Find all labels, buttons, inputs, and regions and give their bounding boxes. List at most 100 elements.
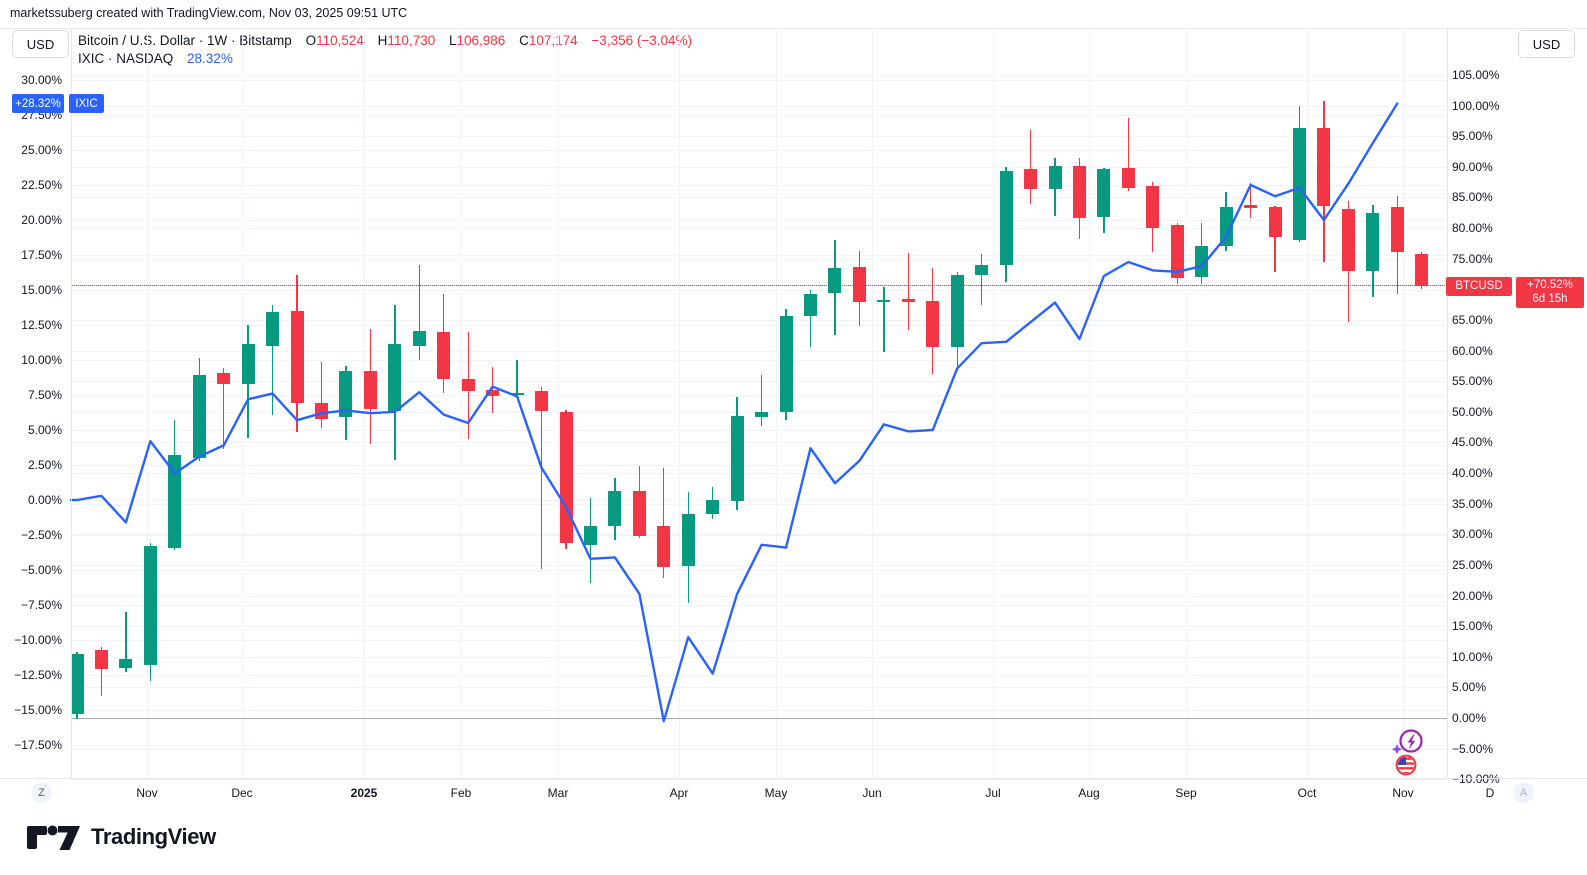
left-axis-tick: 22.50% bbox=[21, 178, 62, 192]
candle bbox=[192, 375, 206, 459]
gridline-h bbox=[71, 258, 1447, 260]
candle bbox=[1195, 246, 1209, 278]
candle bbox=[1390, 206, 1404, 252]
gridline-v bbox=[461, 29, 462, 778]
us-flag-icon bbox=[1397, 757, 1415, 774]
current-price-line bbox=[71, 285, 1447, 287]
candle bbox=[583, 525, 597, 545]
right-axis-tick: 50.00% bbox=[1452, 404, 1493, 419]
gridline-h bbox=[71, 150, 1447, 151]
candle bbox=[1146, 185, 1160, 229]
right-axis-tick: 45.00% bbox=[1452, 435, 1493, 450]
tradingview-logo[interactable]: TradingView bbox=[24, 822, 216, 852]
candle bbox=[828, 267, 842, 293]
candle bbox=[339, 371, 353, 417]
gridline-h bbox=[71, 255, 1447, 256]
gridline-h bbox=[71, 687, 1447, 689]
candle-wick bbox=[883, 286, 885, 352]
candle-wick bbox=[907, 253, 909, 330]
gridline-h bbox=[71, 500, 1447, 501]
candle bbox=[657, 526, 671, 568]
right-axis-tick: 105.00% bbox=[1452, 67, 1500, 82]
lightning-bolt-icon bbox=[1407, 734, 1416, 750]
gridline-v bbox=[776, 29, 777, 778]
candle bbox=[706, 499, 720, 515]
right-price-scale[interactable]: 105.00% 100.00% 95.00% 90.00% 85.00% 80.00% 75… bbox=[1447, 28, 1587, 786]
candle bbox=[975, 265, 989, 275]
candle bbox=[779, 315, 793, 412]
candle bbox=[1317, 127, 1331, 207]
candle bbox=[461, 379, 475, 391]
candle bbox=[143, 545, 157, 665]
time-scale[interactable]: Nov Dec 2025 Feb Mar Apr May Jun Jul Aug Sep Oct Nov… bbox=[0, 778, 1587, 814]
us-flag-sticker[interactable] bbox=[1394, 753, 1418, 777]
gridline-h bbox=[71, 473, 1447, 475]
time-axis-label: 2025 bbox=[350, 786, 378, 800]
ohlc-close: C107,174 bbox=[519, 33, 578, 48]
gridline-v bbox=[679, 29, 680, 778]
gridline-h bbox=[71, 710, 1447, 711]
left-axis-tick: −2.50% bbox=[20, 528, 62, 542]
btcusd-badge-value: +70.52% bbox=[1527, 279, 1573, 292]
right-currency-button[interactable]: USD bbox=[1518, 30, 1575, 58]
candle bbox=[437, 331, 451, 379]
btcusd-value-badge: +70.52% 6d 15h bbox=[1516, 276, 1584, 308]
left-axis-tick: −7.50% bbox=[20, 598, 62, 612]
candle-wick bbox=[760, 375, 763, 426]
gridline-h bbox=[71, 640, 1447, 641]
gridline-v bbox=[147, 29, 148, 778]
left-axis-tick: 25.00% bbox=[21, 143, 62, 157]
gridline-h bbox=[71, 350, 1447, 352]
gridline-h bbox=[71, 197, 1447, 199]
candle bbox=[1366, 213, 1380, 271]
candle bbox=[70, 654, 84, 715]
gridline-h bbox=[71, 564, 1447, 566]
left-axis-tick: −12.50% bbox=[14, 668, 62, 682]
candle-wick bbox=[1029, 130, 1032, 204]
time-axis-label: Nov bbox=[136, 786, 158, 800]
candle bbox=[1268, 207, 1282, 238]
zero-line bbox=[71, 718, 1447, 719]
gridline-v bbox=[1307, 29, 1308, 778]
gridline-h bbox=[71, 503, 1447, 505]
right-axis-tick: 65.00% bbox=[1452, 312, 1493, 327]
time-axis-label: Aug bbox=[1078, 786, 1100, 800]
legend-compare-row[interactable]: IXIC · NASDAQ 28.32% bbox=[78, 51, 233, 66]
candle bbox=[608, 491, 622, 526]
time-axis-label: Jul bbox=[985, 786, 1001, 800]
gridline-h bbox=[71, 675, 1447, 676]
candle bbox=[559, 411, 573, 543]
symbol-title: Bitcoin / U.S. Dollar · 1W · Bitstamp bbox=[78, 33, 292, 48]
change-value: −3,356 (−3.04%) bbox=[591, 33, 692, 48]
timezone-button[interactable]: Z bbox=[31, 782, 52, 803]
gridline-v bbox=[872, 29, 873, 778]
candle-wick bbox=[980, 253, 983, 306]
time-axis-label: D bbox=[1485, 786, 1495, 800]
candle bbox=[755, 411, 769, 417]
left-currency-button[interactable]: USD bbox=[12, 30, 69, 58]
candle bbox=[266, 311, 280, 347]
candle bbox=[168, 454, 182, 549]
left-axis-tick: 30.00% bbox=[21, 73, 62, 87]
candle bbox=[241, 344, 255, 385]
legend-main-row[interactable]: Bitcoin / U.S. Dollar · 1W · Bitstamp O1… bbox=[78, 33, 692, 48]
right-axis-tick: 85.00% bbox=[1452, 190, 1493, 205]
lightning-sticker[interactable] bbox=[1385, 727, 1427, 757]
auto-scale-button[interactable]: A bbox=[1513, 782, 1534, 803]
gridline-h bbox=[71, 748, 1447, 750]
gridline-h bbox=[71, 185, 1447, 186]
candle bbox=[290, 311, 304, 404]
right-axis-tick: 35.00% bbox=[1452, 496, 1493, 511]
gridline-h bbox=[71, 745, 1447, 746]
right-axis-tick: 5.00% bbox=[1452, 680, 1487, 695]
right-axis-tick: −5.00% bbox=[1452, 741, 1494, 756]
right-axis-tick: 75.00% bbox=[1452, 251, 1493, 266]
credit-line: marketssuberg created with TradingView.c… bbox=[10, 6, 408, 20]
right-axis-tick: 95.00% bbox=[1452, 129, 1493, 144]
candle bbox=[1072, 165, 1086, 218]
candle bbox=[632, 490, 646, 536]
left-axis-tick: −5.00% bbox=[20, 563, 62, 577]
left-price-scale[interactable]: 30.00% 27.50% 25.00% 22.50% 20.00% 17.50% 15.0… bbox=[0, 28, 71, 778]
candle bbox=[363, 371, 377, 409]
